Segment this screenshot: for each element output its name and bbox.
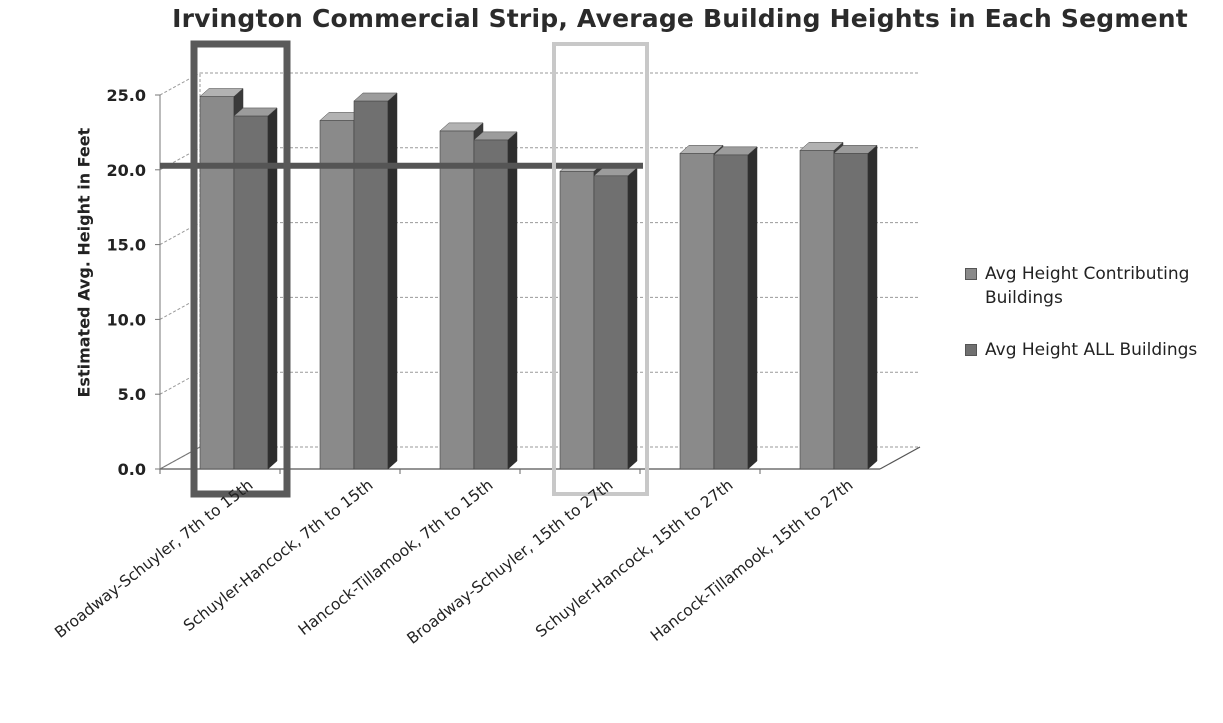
bar-group-1 bbox=[320, 93, 397, 469]
y-tick-label-4: 20.0 bbox=[107, 161, 146, 180]
bar-all-3 bbox=[594, 176, 628, 469]
bar-contributing-5 bbox=[800, 150, 834, 469]
y-tick-label-2: 10.0 bbox=[107, 310, 146, 329]
bar-side-all-1 bbox=[388, 93, 397, 469]
y-tick-label-0: 0.0 bbox=[118, 460, 146, 479]
legend-label-contributing: Avg Height Contributing Buildings bbox=[985, 264, 1189, 308]
bar-all-2 bbox=[474, 140, 508, 469]
bar-side-all-3 bbox=[628, 168, 637, 469]
bar-contributing-3 bbox=[560, 171, 594, 469]
bar-side-all-4 bbox=[748, 147, 757, 469]
bar-group-2 bbox=[440, 123, 517, 469]
legend-label-all: Avg Height ALL Buildings bbox=[985, 340, 1197, 360]
bar-all-1 bbox=[354, 101, 388, 469]
bar-all-5 bbox=[834, 153, 868, 469]
y-tick-label-3: 15.0 bbox=[107, 236, 146, 255]
x-tick-label-0: Broadway-Schuyler, 7th to 15th bbox=[51, 476, 256, 642]
chart-title: Irvington Commercial Strip, Average Buil… bbox=[160, 4, 1200, 33]
x-tick-label-4: Schuyler-Hancock, 15th to 27th bbox=[532, 476, 736, 641]
x-tick-labels: Broadway-Schuyler, 7th to 15thSchuyler-H… bbox=[51, 469, 856, 648]
bar-side-all-0 bbox=[268, 108, 277, 469]
legend-swatch-contributing bbox=[965, 268, 977, 280]
legend-item-contributing: Avg Height Contributing Buildings bbox=[965, 262, 1215, 310]
legend: Avg Height Contributing Buildings Avg He… bbox=[965, 262, 1215, 390]
x-tick-label-2: Hancock-Tillamook, 7th to 15th bbox=[295, 476, 497, 639]
bar-contributing-4 bbox=[680, 153, 714, 469]
bar-group-0 bbox=[200, 88, 277, 469]
x-tick-label-1: Schuyler-Hancock, 7th to 15th bbox=[180, 476, 376, 635]
bars-layer bbox=[200, 88, 877, 469]
bar-contributing-2 bbox=[440, 131, 474, 469]
bar-side-all-2 bbox=[508, 132, 517, 469]
x-tick-label-3: Broadway-Schuyler, 15th to 27th bbox=[404, 476, 617, 648]
y-tick-label-1: 5.0 bbox=[118, 385, 146, 404]
bar-all-4 bbox=[714, 155, 748, 469]
floor-right-edge bbox=[880, 447, 920, 469]
x-tick-label-5: Hancock-Tillamook, 15th to 27th bbox=[647, 476, 856, 645]
bar-side-all-5 bbox=[868, 145, 877, 469]
bar-group-5 bbox=[800, 142, 877, 469]
y-axis-label: Estimated Avg. Height in Feet bbox=[75, 138, 94, 398]
legend-swatch-all bbox=[965, 344, 977, 356]
bar-contributing-1 bbox=[320, 120, 354, 469]
y-tick-labels: 0.0 5.0 10.0 15.0 20.0 25.0 bbox=[107, 86, 160, 479]
legend-item-all: Avg Height ALL Buildings bbox=[965, 338, 1215, 362]
y-tick-label-5: 25.0 bbox=[107, 86, 146, 105]
bar-all-0 bbox=[234, 116, 268, 469]
bar-group-3 bbox=[560, 163, 637, 469]
bar-contributing-0 bbox=[200, 96, 234, 469]
bar-group-4 bbox=[680, 145, 757, 469]
